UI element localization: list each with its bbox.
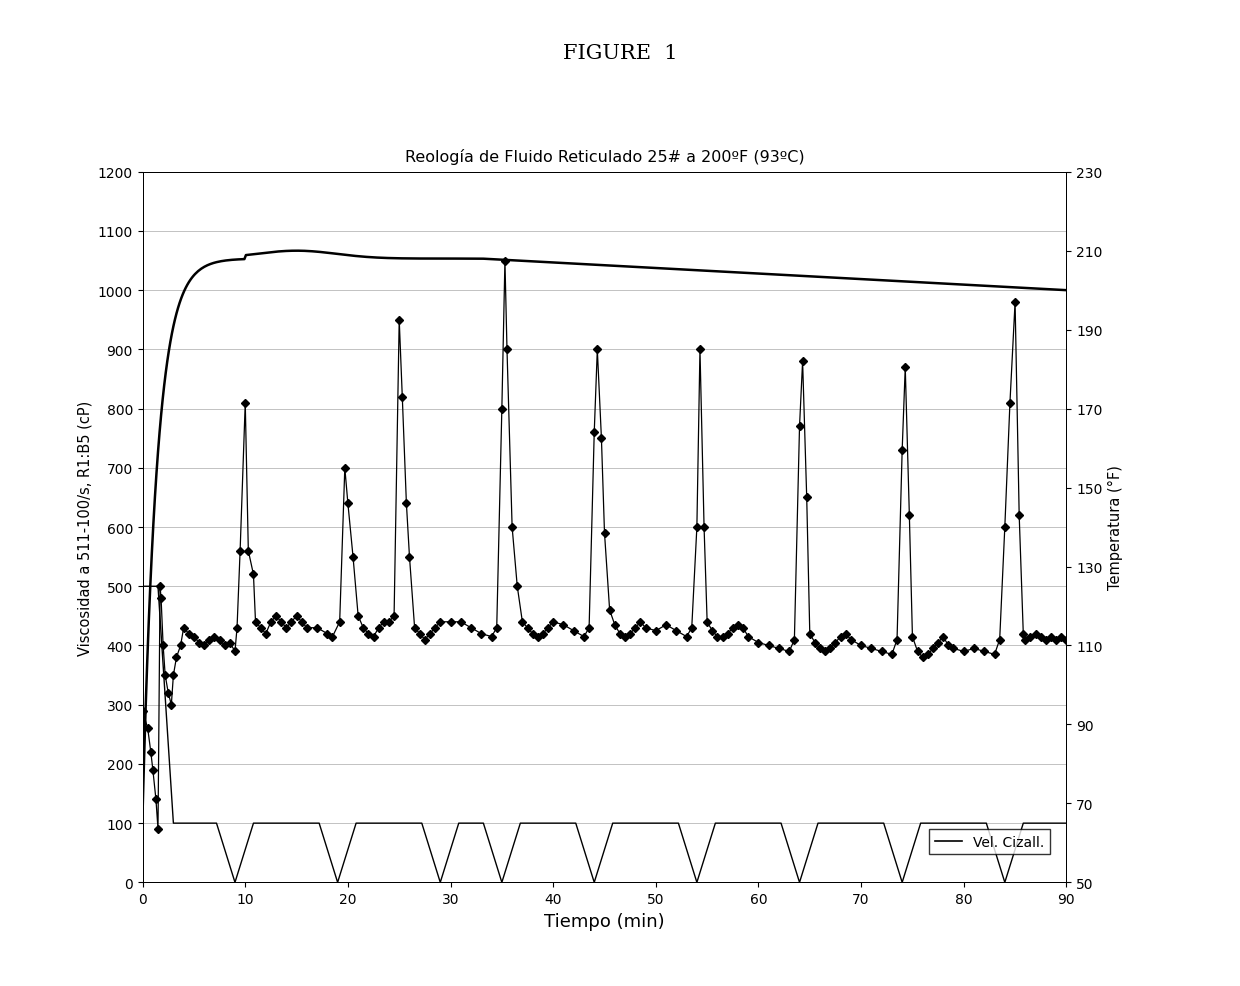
Text: FIGURE  1: FIGURE 1 bbox=[563, 44, 677, 63]
Title: Reología de Fluido Reticulado 25# a 200ºF (93ºC): Reología de Fluido Reticulado 25# a 200º… bbox=[404, 149, 805, 165]
X-axis label: Tiempo (min): Tiempo (min) bbox=[544, 912, 665, 930]
Y-axis label: Viscosidad a 511-100/s, R1:B5 (cP): Viscosidad a 511-100/s, R1:B5 (cP) bbox=[77, 400, 92, 655]
Legend: Vel. Cizall.: Vel. Cizall. bbox=[929, 829, 1050, 854]
Y-axis label: Temperatura (°F): Temperatura (°F) bbox=[1109, 465, 1123, 590]
